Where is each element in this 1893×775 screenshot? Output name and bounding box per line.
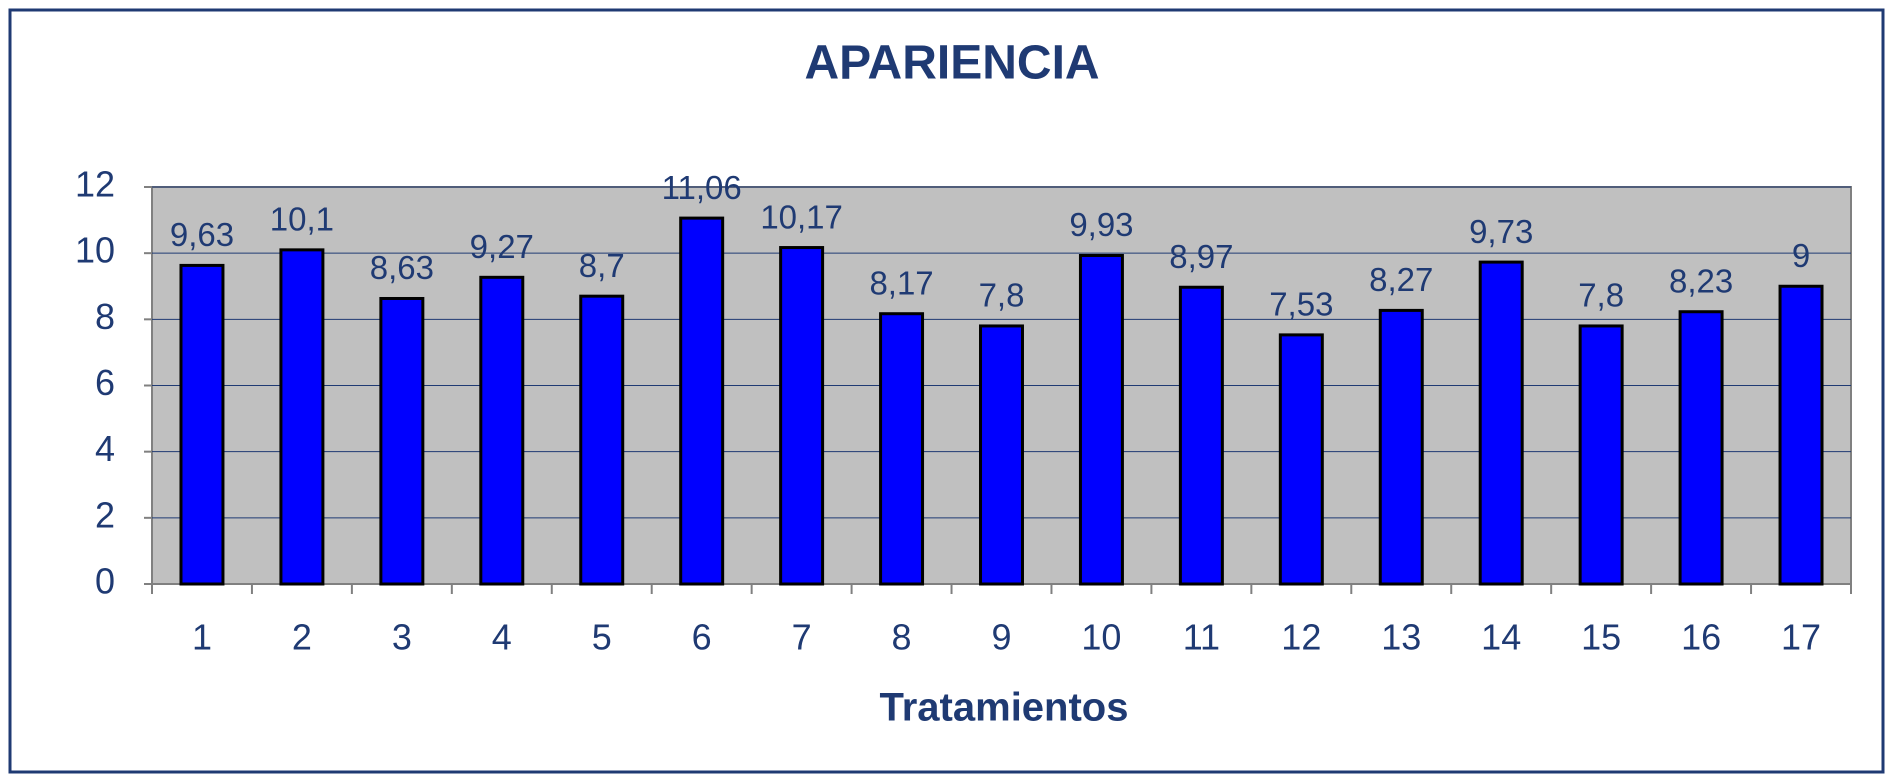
bar bbox=[879, 312, 925, 586]
y-tick-label: 12 bbox=[75, 164, 115, 205]
x-tick-label: 16 bbox=[1681, 617, 1721, 658]
bar bbox=[379, 296, 425, 586]
value-label: 11,06 bbox=[662, 169, 742, 206]
value-label: 9,73 bbox=[1469, 213, 1533, 250]
x-tick-label: 3 bbox=[392, 617, 412, 658]
x-tick-label: 11 bbox=[1183, 617, 1220, 658]
value-label: 8,17 bbox=[869, 264, 933, 301]
value-label: 8,27 bbox=[1369, 261, 1433, 298]
bar bbox=[1078, 253, 1124, 586]
bar bbox=[579, 294, 625, 586]
value-label: 10,1 bbox=[270, 201, 334, 238]
x-tick-label: 9 bbox=[991, 617, 1011, 658]
bar bbox=[479, 275, 525, 586]
x-tick-label: 8 bbox=[892, 617, 912, 658]
bar bbox=[1778, 284, 1824, 586]
x-tick-label: 15 bbox=[1581, 617, 1621, 658]
x-axis-title: Tratamientos bbox=[880, 686, 1129, 730]
value-label: 9 bbox=[1792, 237, 1810, 274]
bar bbox=[1178, 285, 1224, 586]
bar bbox=[279, 248, 325, 586]
bar bbox=[1478, 260, 1524, 586]
bar bbox=[679, 216, 725, 586]
bar bbox=[1378, 308, 1424, 586]
value-label: 8,97 bbox=[1169, 238, 1233, 275]
x-tick-label: 12 bbox=[1281, 617, 1321, 658]
chart-title: APARIENCIA bbox=[804, 37, 1099, 90]
value-label: 7,8 bbox=[979, 277, 1025, 314]
bar bbox=[179, 263, 225, 586]
x-tick-label: 13 bbox=[1381, 617, 1421, 658]
y-tick-label: 10 bbox=[75, 230, 115, 271]
bar bbox=[1278, 333, 1324, 586]
x-tick-label: 1 bbox=[192, 617, 212, 658]
y-tick-label: 8 bbox=[95, 296, 115, 337]
bar bbox=[1678, 310, 1724, 586]
x-tick-label: 5 bbox=[592, 617, 612, 658]
value-label: 9,93 bbox=[1069, 206, 1133, 243]
x-tick-label: 6 bbox=[692, 617, 712, 658]
y-tick-label: 2 bbox=[95, 494, 115, 535]
y-tick-label: 4 bbox=[95, 428, 115, 469]
bar bbox=[1578, 324, 1624, 586]
value-label: 9,63 bbox=[170, 216, 234, 253]
x-tick-label: 4 bbox=[492, 617, 512, 658]
x-tick-label: 10 bbox=[1081, 617, 1121, 658]
value-label: 10,17 bbox=[760, 198, 843, 235]
value-label: 9,27 bbox=[470, 228, 534, 265]
x-tick-label: 7 bbox=[792, 617, 812, 658]
value-label: 7,53 bbox=[1269, 286, 1333, 323]
y-tick-label: 0 bbox=[95, 561, 115, 602]
value-label: 8,7 bbox=[579, 247, 625, 284]
x-tick-label: 2 bbox=[292, 617, 312, 658]
value-label: 7,8 bbox=[1578, 277, 1624, 314]
bar bbox=[779, 246, 825, 586]
y-tick-label: 6 bbox=[95, 362, 115, 403]
value-label: 8,63 bbox=[370, 249, 434, 286]
x-tick-label: 14 bbox=[1481, 617, 1521, 658]
bar bbox=[979, 324, 1024, 586]
x-tick-label: 17 bbox=[1781, 617, 1821, 658]
value-label: 8,23 bbox=[1669, 262, 1733, 299]
